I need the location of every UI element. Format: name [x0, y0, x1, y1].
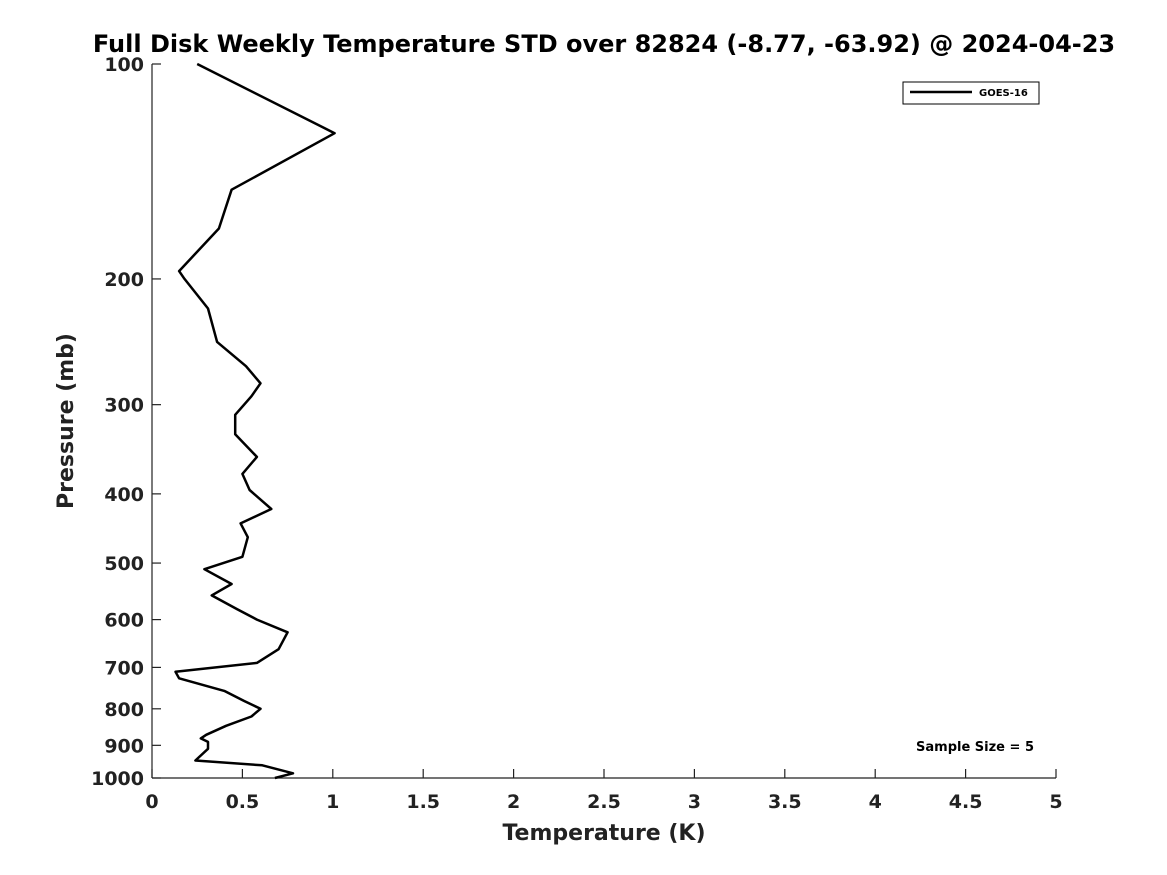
y-axis-label: Pressure (mb) — [54, 333, 79, 509]
x-ticks: 0 0.5 1 1.5 2 2.5 3 3.5 4 4.5 5 — [145, 769, 1063, 813]
y-tick-label: 200 — [104, 269, 144, 291]
x-tick-label: 4.5 — [949, 791, 983, 813]
y-tick-label: 500 — [104, 553, 144, 575]
chart-title: Full Disk Weekly Temperature STD over 82… — [93, 30, 1115, 58]
y-tick-label: 400 — [104, 484, 144, 506]
x-tick-label: 2.5 — [587, 791, 621, 813]
legend: GOES-16 — [902, 81, 1040, 105]
y-tick-label: 800 — [104, 699, 144, 721]
series-line-goes16 — [174, 62, 336, 780]
y-ticks: 100 200 300 400 500 600 700 800 900 1000 — [91, 54, 161, 790]
y-tick-label: 900 — [104, 735, 144, 757]
x-tick-label: 0.5 — [226, 791, 260, 813]
x-tick-label: 4 — [869, 791, 882, 813]
x-tick-label: 1 — [326, 791, 339, 813]
legend-label: GOES-16 — [979, 88, 1028, 99]
x-tick-label: 5 — [1049, 791, 1062, 813]
y-tick-label: 1000 — [91, 768, 144, 790]
sample-size-annotation: Sample Size = 5 — [916, 740, 1034, 755]
x-tick-label: 3.5 — [768, 791, 802, 813]
x-tick-label: 2 — [507, 791, 520, 813]
x-tick-label: 1.5 — [406, 791, 440, 813]
x-axis-label: Temperature (K) — [502, 821, 705, 846]
y-tick-label: 300 — [104, 395, 144, 417]
y-tick-label: 600 — [104, 610, 144, 632]
y-tick-label: 100 — [104, 54, 144, 76]
y-tick-label: 700 — [104, 657, 144, 679]
x-tick-label: 3 — [688, 791, 701, 813]
x-tick-label: 0 — [145, 791, 158, 813]
